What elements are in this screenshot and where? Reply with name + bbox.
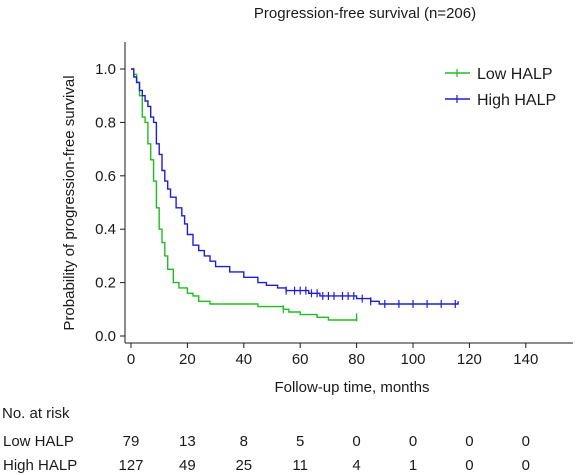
risk-cell: 0: [522, 457, 530, 474]
risk-cell: 4: [352, 457, 360, 474]
x-tick-label: 40: [235, 351, 252, 368]
y-tick-label: 0.0: [95, 328, 116, 345]
risk-cell: 11: [292, 457, 308, 474]
legend-label-high-halp: High HALP: [477, 92, 556, 109]
x-ticks: 0 20 40 60 80 100 120 140: [127, 343, 538, 368]
y-ticks: 0.0 0.2 0.4 0.6 0.8 1.0: [95, 61, 125, 345]
risk-cell: 0: [465, 457, 473, 474]
risk-cell: 13: [179, 433, 196, 450]
risk-cell: 127: [118, 457, 143, 474]
y-tick-label: 0.2: [95, 275, 116, 292]
x-tick-label: 60: [292, 351, 309, 368]
x-tick-label: 0: [127, 351, 135, 368]
x-axis-label: Follow-up time, months: [274, 379, 429, 396]
series-layer: [131, 68, 459, 322]
risk-table-title: No. at risk: [2, 405, 70, 422]
risk-table: Low HALP 79 13 8 5 0 0 0 0 High HALP 127 49 25 11 4 1 0 0: [3, 433, 530, 474]
risk-cell: 49: [179, 457, 196, 474]
x-tick-label: 120: [457, 351, 482, 368]
risk-cell: 0: [352, 433, 360, 450]
risk-cell: 5: [296, 433, 304, 450]
series-line-low-halp: [131, 68, 358, 321]
legend: Low HALP High HALP: [445, 66, 556, 109]
risk-cell: 0: [522, 433, 530, 450]
risk-cell: 8: [240, 433, 248, 450]
risk-row-label: Low HALP: [3, 433, 74, 450]
axes: [124, 42, 573, 344]
x-tick-label: 80: [348, 351, 365, 368]
x-tick-label: 140: [513, 351, 538, 368]
y-tick-label: 1.0: [95, 61, 116, 78]
legend-label-low-halp: Low HALP: [477, 66, 553, 83]
y-tick-label: 0.8: [95, 114, 116, 131]
chart-title: Progression-free survival (n=206): [254, 5, 476, 22]
x-tick-label: 20: [179, 351, 196, 368]
risk-row-label: High HALP: [3, 457, 77, 474]
x-tick-label: 100: [400, 351, 425, 368]
risk-cell: 25: [235, 457, 252, 474]
risk-cell: 0: [465, 433, 473, 450]
y-tick-label: 0.4: [95, 221, 116, 238]
risk-cell: 1: [409, 457, 417, 474]
risk-cell: 0: [409, 433, 417, 450]
y-tick-label: 0.6: [95, 168, 116, 185]
y-axis-label: Probability of progression-free survival: [61, 75, 78, 330]
risk-cell: 79: [123, 433, 140, 450]
series-line-high-halp: [131, 68, 459, 305]
